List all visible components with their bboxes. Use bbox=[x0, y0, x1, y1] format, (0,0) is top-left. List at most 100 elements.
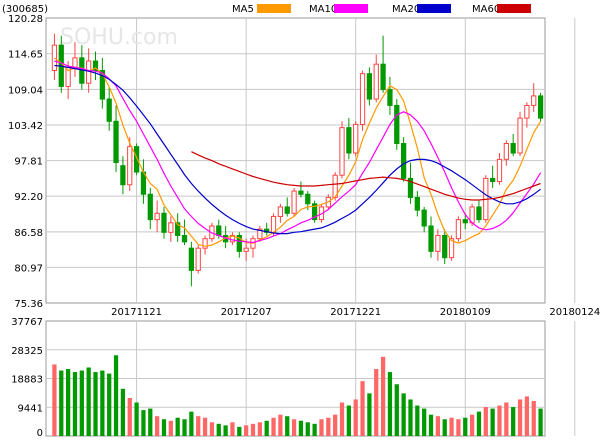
price-tick-label: 92.20 bbox=[14, 192, 43, 203]
candle-body-down bbox=[490, 177, 496, 183]
price-tick-label: 75.36 bbox=[14, 299, 43, 310]
volume-bar bbox=[271, 417, 276, 436]
volume-bar bbox=[209, 422, 215, 436]
candle-body-down bbox=[147, 193, 153, 221]
ma-legend: MA5 MA10 MA20 MA60 bbox=[232, 4, 531, 15]
legend-label-ma60: MA60 bbox=[472, 4, 500, 15]
volume-bar bbox=[483, 407, 488, 436]
volume-bar bbox=[435, 416, 440, 436]
volume-bar bbox=[291, 419, 297, 436]
volume-bar bbox=[497, 405, 502, 436]
candle-body-up bbox=[496, 158, 503, 183]
ma-line-ma60 bbox=[191, 151, 541, 201]
candle-body-up bbox=[359, 73, 366, 125]
volume-bar bbox=[182, 419, 187, 436]
price-tick-label: 109.04 bbox=[8, 85, 43, 96]
volume-bar bbox=[161, 419, 167, 436]
volume-bar bbox=[223, 425, 228, 436]
candle-body-up bbox=[339, 127, 345, 176]
volume-tick-label: 37767 bbox=[11, 317, 43, 328]
candle-body-down bbox=[181, 234, 188, 243]
price-tick-label: 103.42 bbox=[8, 121, 43, 132]
candle-body-up bbox=[243, 247, 249, 252]
volume-bar bbox=[134, 402, 139, 436]
price-tick-label: 114.65 bbox=[8, 50, 43, 61]
volume-bar bbox=[237, 426, 242, 436]
ma-line-ma5 bbox=[54, 57, 542, 247]
volume-bar bbox=[312, 423, 317, 436]
volume-tick-label: 18883 bbox=[11, 375, 43, 386]
candle-body-up bbox=[503, 142, 509, 160]
ma-line-ma20 bbox=[54, 64, 541, 235]
volume-bar bbox=[52, 364, 57, 436]
volume-bar bbox=[353, 399, 358, 436]
legend-swatch-ma60 bbox=[497, 4, 531, 13]
candle-body-down bbox=[366, 73, 373, 100]
candle-body-down bbox=[442, 234, 448, 259]
volume-bar bbox=[141, 410, 146, 436]
candle-body-down bbox=[428, 225, 434, 252]
volume-bar bbox=[65, 369, 71, 436]
candle-body-down bbox=[305, 193, 311, 205]
volume-bar bbox=[360, 381, 365, 436]
volume-bar bbox=[538, 408, 543, 436]
candle-body-down bbox=[99, 70, 105, 100]
volume-bar bbox=[319, 419, 324, 436]
candle-body-up bbox=[72, 57, 78, 68]
volume-bar bbox=[428, 414, 434, 436]
volume-tick-label: 0 bbox=[37, 428, 43, 439]
date-tick-label: 20180109 bbox=[440, 307, 491, 318]
volume-bar bbox=[230, 422, 235, 436]
date-tick-label: 20171221 bbox=[330, 307, 381, 318]
volume-bar bbox=[285, 416, 290, 436]
candle-body-down bbox=[462, 219, 468, 224]
price-tick-label: 120.28 bbox=[8, 14, 43, 25]
volume-bar bbox=[100, 370, 105, 436]
candle-body-up bbox=[257, 228, 263, 240]
volume-bar bbox=[456, 419, 461, 436]
volume-bar bbox=[298, 420, 304, 436]
candle-body-up bbox=[531, 95, 537, 106]
volume-bar bbox=[333, 414, 338, 436]
legend-swatch-ma5 bbox=[257, 4, 291, 13]
candle-body-down bbox=[476, 206, 482, 221]
volume-bar bbox=[401, 393, 406, 436]
volume-bar bbox=[524, 396, 530, 436]
candle-body-down bbox=[236, 234, 242, 252]
legend-label-ma5: MA5 bbox=[232, 4, 254, 15]
volume-bar bbox=[367, 393, 372, 436]
candle-body-down bbox=[387, 89, 393, 106]
volume-bar bbox=[257, 422, 262, 436]
candle-body-down bbox=[537, 95, 544, 119]
candle-body-down bbox=[161, 212, 167, 233]
candle-body-down bbox=[407, 177, 414, 198]
candle-body-down bbox=[510, 142, 516, 154]
volume-bar bbox=[469, 414, 475, 436]
price-tick-label: 80.97 bbox=[14, 263, 43, 274]
volume-bar bbox=[127, 397, 132, 436]
candle-body-down bbox=[113, 120, 119, 164]
candle-body-down bbox=[401, 142, 407, 179]
volume-bar bbox=[72, 372, 78, 436]
candle-body-up bbox=[455, 219, 462, 240]
price-panel: 120.28 114.65 109.04 103.42 97.81 92.20 86.58 8… bbox=[8, 14, 600, 318]
volume-bar bbox=[305, 422, 310, 436]
volume-bar bbox=[504, 402, 509, 436]
candle-body-down bbox=[175, 222, 181, 236]
candle-body-up bbox=[154, 212, 160, 221]
volume-bar bbox=[278, 414, 283, 436]
volume-bar bbox=[442, 419, 447, 436]
legend-label-ma10: MA10 bbox=[309, 4, 337, 15]
candle-body-up bbox=[435, 234, 441, 252]
volume-bar bbox=[449, 417, 454, 436]
stock-code: (300685) bbox=[2, 4, 48, 15]
candle-body-down bbox=[380, 63, 386, 91]
candle-body-down bbox=[414, 196, 420, 211]
volume-bar bbox=[168, 420, 173, 436]
volume-bar bbox=[380, 356, 386, 436]
volume-tick-label: 28325 bbox=[11, 346, 43, 357]
volume-bar bbox=[517, 399, 523, 436]
volume-bar bbox=[264, 420, 269, 436]
volume-bar bbox=[107, 373, 112, 436]
